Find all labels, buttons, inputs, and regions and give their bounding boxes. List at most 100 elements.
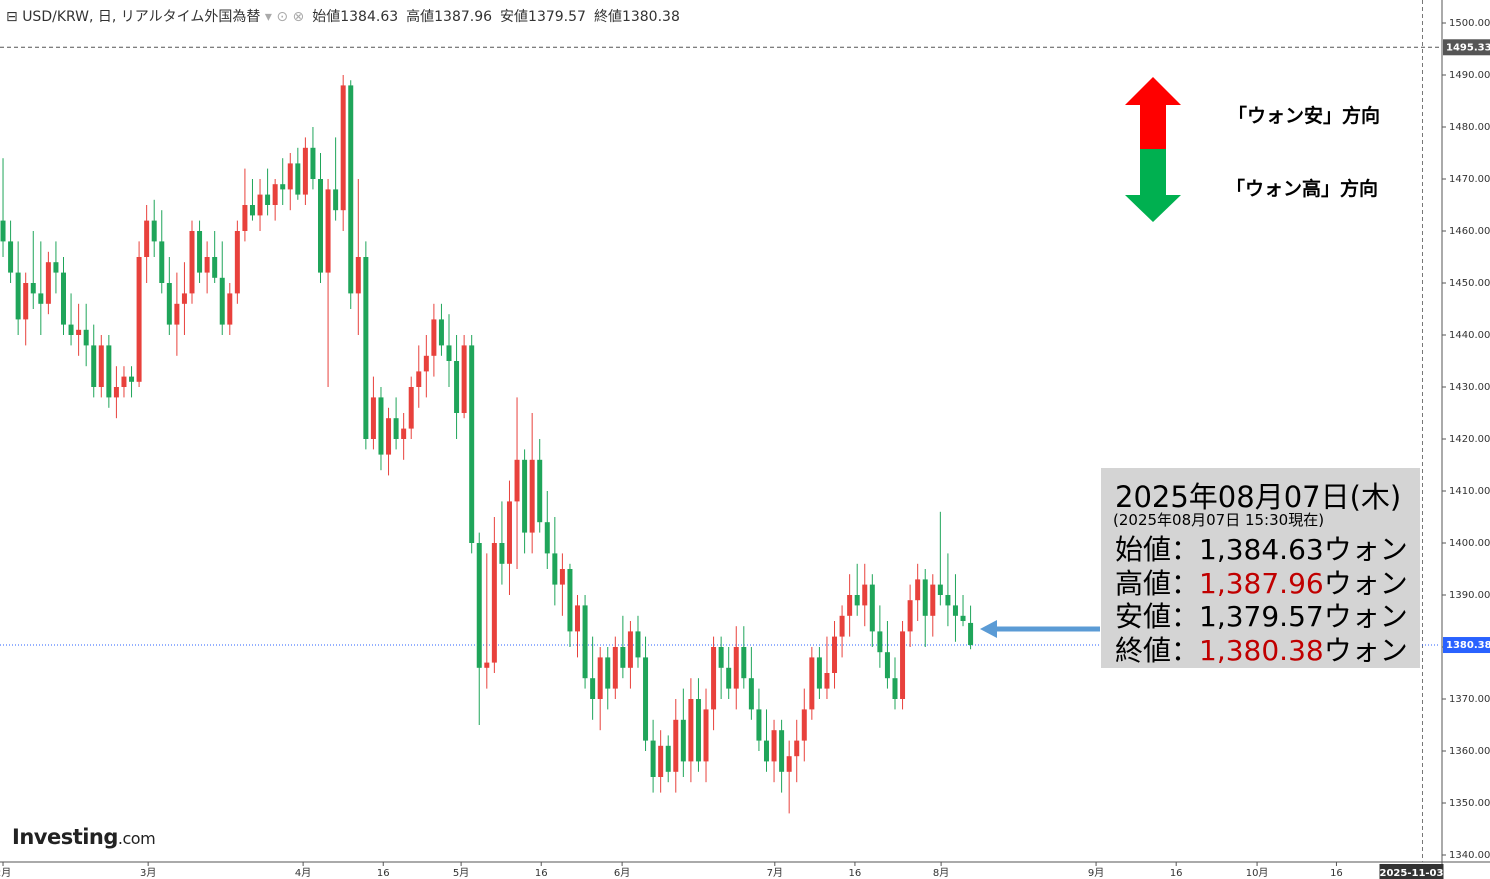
candle-body — [575, 605, 581, 632]
legend-item: 終値1380.38 — [594, 9, 680, 25]
candle-body — [227, 293, 233, 325]
candle-body — [824, 673, 830, 689]
candle-body — [325, 189, 331, 273]
candle-body — [106, 345, 112, 398]
candle-body — [401, 428, 407, 439]
candle-body — [370, 397, 376, 439]
candle-body — [197, 231, 203, 273]
legend-item: 安値1379.57 — [500, 9, 586, 25]
candle-body — [423, 355, 429, 372]
x-tick-label: 4月 — [295, 867, 311, 879]
candle-body — [816, 657, 822, 689]
y-tick-label: 1420.00 — [1449, 434, 1490, 445]
candle-body — [718, 647, 724, 668]
y-tick-label: 1470.00 — [1449, 174, 1490, 185]
y-tick-label: 1500.00 — [1449, 18, 1490, 29]
candle-body — [786, 756, 792, 772]
candle-body — [129, 376, 135, 382]
candle-body — [355, 257, 361, 294]
candle-body — [643, 657, 649, 741]
candle-body — [945, 595, 951, 606]
direction-label: 「ウォン高」方向 — [1226, 178, 1379, 200]
candle-body — [416, 371, 422, 387]
candle-body — [249, 205, 255, 216]
candle-body — [151, 220, 157, 242]
legend-value: 1380.38 — [621, 9, 680, 25]
x-tick-label: 10月 — [1246, 867, 1269, 879]
candle-body — [136, 257, 142, 382]
candle-body — [680, 719, 686, 762]
candle-body — [393, 418, 399, 439]
candle-body — [937, 584, 943, 595]
candle-body — [832, 636, 838, 673]
x-tick-label: 3月 — [140, 867, 156, 879]
candle-body — [310, 147, 316, 179]
y-tick-label: 1460.00 — [1449, 226, 1490, 237]
candle-body — [91, 345, 97, 387]
candle-body — [181, 293, 187, 304]
candle-body — [915, 579, 921, 601]
candle-body — [454, 361, 460, 413]
candle-body — [212, 257, 218, 278]
candle-body — [438, 319, 444, 346]
candle-body — [302, 147, 308, 195]
candle-body — [726, 667, 732, 689]
legend-label: 始値 — [312, 9, 341, 25]
candle-body — [900, 631, 906, 699]
candle-body — [280, 184, 286, 190]
x-tick-label: 16 — [1170, 868, 1183, 879]
y-tick-label: 1440.00 — [1449, 330, 1490, 341]
candle-body — [922, 579, 928, 616]
info-label: 終値： — [1115, 633, 1200, 667]
price-label: 1380.38 — [1446, 640, 1490, 651]
legend: 始値1384.63 高値1387.96 安値1379.57 終値1380.38 — [304, 9, 680, 25]
candle-body — [582, 605, 588, 679]
candle-body — [484, 662, 490, 668]
header: ⊟ USD/KRW, 日, リアルタイム外国為替 ▾ ⊙ ⊗ 始値1384.63 高… — [6, 9, 680, 25]
candle-body — [469, 345, 475, 543]
price-label: 1495.33 — [1446, 42, 1490, 53]
price-label-bg — [1443, 39, 1490, 56]
info-unit: ウォン — [1323, 533, 1408, 566]
info-box: 2025年08月07日(木) (2025年08月07日 15:30現在) 始値：… — [1101, 468, 1420, 668]
info-unit: ウォン — [1323, 600, 1408, 633]
candle-body — [839, 615, 845, 637]
x-tick-label: 16 — [849, 868, 862, 879]
candle-body — [491, 543, 497, 663]
y-tick-label: 1400.00 — [1449, 538, 1490, 549]
legend-label: 終値 — [593, 9, 622, 25]
legend-value: 1379.57 — [528, 9, 586, 25]
y-tick-label: 1490.00 — [1449, 70, 1490, 81]
info-value: 1,387.96 — [1199, 566, 1324, 600]
candle-body — [522, 459, 528, 533]
candle-body — [703, 709, 709, 762]
candle-body — [847, 595, 853, 616]
candle-body — [695, 699, 701, 762]
candle-body — [408, 387, 414, 429]
arrow-down — [1125, 149, 1181, 222]
candle-body — [688, 699, 694, 762]
candle-body — [635, 631, 641, 658]
candle-body — [287, 163, 293, 190]
y-tick-label: 1360.00 — [1449, 746, 1490, 757]
logo: Investing.com — [12, 825, 156, 849]
candle-body — [627, 631, 633, 668]
candle-body — [446, 345, 452, 361]
legend-value: 1387.96 — [434, 9, 493, 25]
candle-body — [552, 553, 558, 585]
candle-body — [529, 459, 535, 533]
candle-body — [665, 745, 671, 772]
pointer-head — [980, 620, 997, 638]
candle-body — [272, 184, 278, 205]
candle-body — [658, 745, 664, 777]
candle-body — [265, 194, 271, 205]
candle-body — [98, 345, 104, 387]
candle-body — [83, 329, 89, 346]
info-asof: (2025年08月07日 15:30現在) — [1113, 511, 1325, 529]
legend-item: 高値1387.96 — [406, 9, 492, 25]
candle-body — [0, 220, 6, 242]
candle-body — [333, 189, 339, 211]
candle-body — [318, 179, 324, 273]
